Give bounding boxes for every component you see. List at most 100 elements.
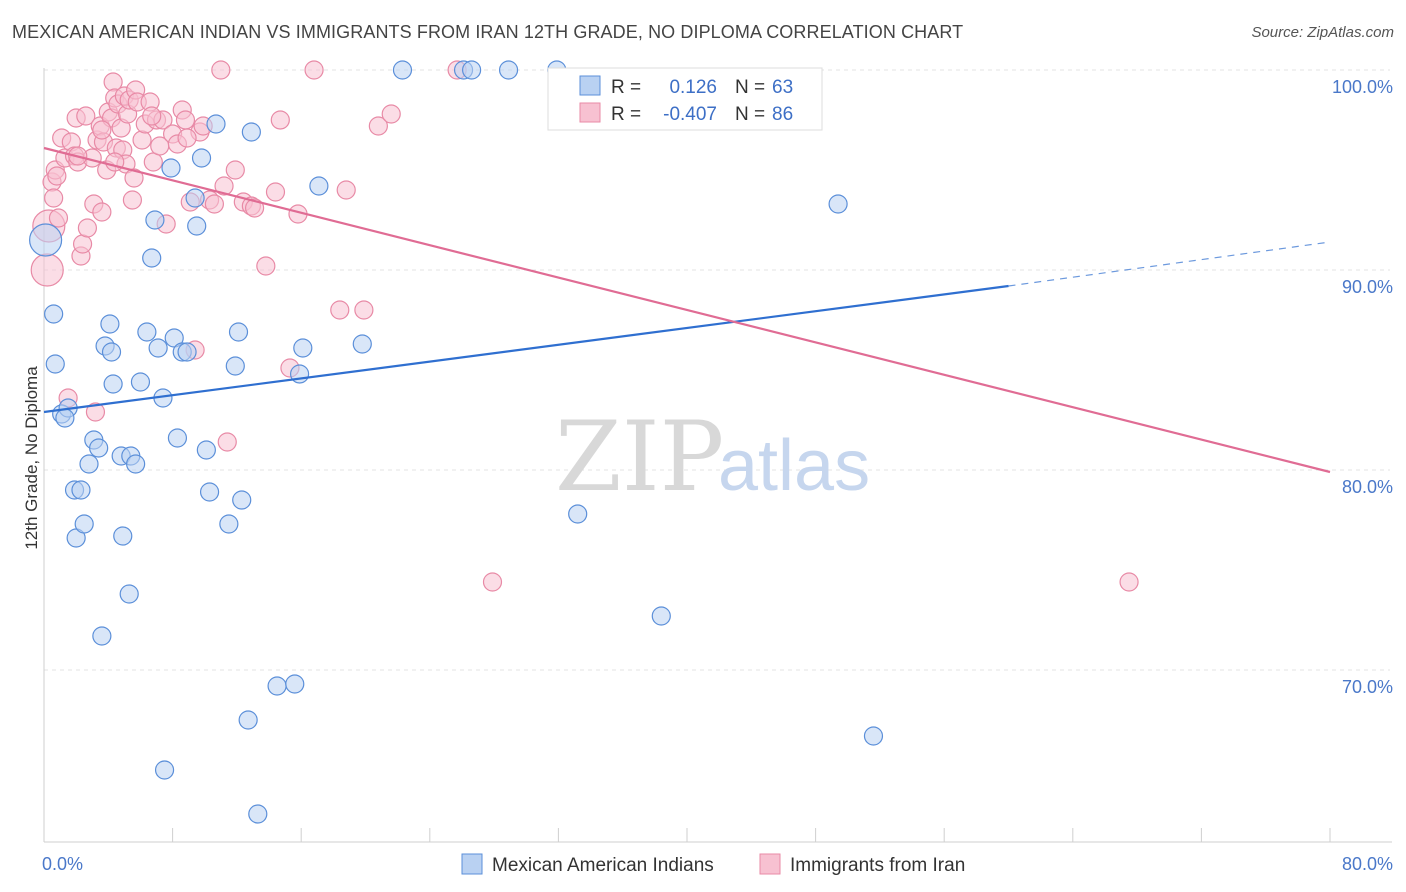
mai-point-38 (196, 440, 216, 460)
stats-n-label-pink: N = (735, 104, 765, 125)
mai-point-30 (161, 158, 181, 178)
y-tick-label-2: 90.0% (1342, 277, 1393, 297)
stats-r-label-blue: R = (611, 77, 641, 98)
iran-point-16 (76, 106, 96, 126)
mai-point-22 (126, 454, 146, 474)
iran-point-84 (177, 128, 197, 148)
iran-point-72 (304, 60, 324, 80)
iran-point-73 (330, 300, 350, 320)
mai-point-18 (113, 526, 133, 546)
stats-r-value-blue: 0.126 (669, 77, 717, 98)
mai-point-9 (74, 514, 94, 534)
y-axis-label: 12th Grade, No Diploma (22, 366, 41, 550)
mai-point-61 (828, 194, 848, 214)
iran-point-66 (244, 198, 265, 218)
iran-point-20 (85, 402, 106, 422)
iran-point-82 (92, 120, 112, 140)
y-tick-label-1: 80.0% (1342, 477, 1393, 497)
legend-swatch-blue (461, 853, 483, 875)
mai-point-42 (225, 356, 245, 376)
iran-point-67 (256, 256, 276, 276)
trend-line-blue (43, 284, 1009, 414)
mai-point-49 (285, 674, 305, 694)
series-mexican-american-indians (29, 60, 884, 824)
mai-point-32 (167, 428, 188, 448)
iran-point-3 (44, 188, 64, 208)
watermark-atlas: atlas (718, 426, 870, 506)
mai-point-56 (461, 60, 482, 80)
mai-point-46 (241, 122, 261, 142)
mai-point-39 (199, 482, 220, 502)
mai-point-7 (71, 480, 91, 500)
mai-point-10 (79, 454, 99, 474)
y-tick-label-0: 70.0% (1342, 677, 1393, 697)
mai-point-12 (89, 438, 109, 458)
mai-point-25 (142, 248, 162, 268)
watermark-zip: ZIP (555, 401, 724, 513)
iran-point-53 (175, 110, 196, 130)
stats-n-label-blue: N = (735, 77, 765, 98)
iran-point-74 (336, 180, 356, 200)
stats-legend-box: R = 0.126 N = 63 R = -0.407 N = 86 (547, 67, 823, 131)
trend-line-blue-extension (1008, 241, 1331, 287)
iran-point-69 (270, 110, 290, 130)
mai-point-53 (352, 334, 372, 354)
iran-point-59 (204, 194, 224, 214)
iran-point-6 (48, 208, 69, 228)
stats-swatch-pink (579, 102, 601, 123)
iran-point-17 (77, 218, 98, 238)
mai-point-54 (392, 60, 413, 80)
mai-point-43 (228, 322, 249, 342)
iran-point-23 (92, 202, 112, 222)
mai-point-0 (29, 223, 63, 257)
axes (43, 68, 1392, 843)
iran-point-61 (214, 176, 234, 196)
stats-r-label-pink: R = (611, 104, 641, 125)
iran-point-39 (124, 168, 144, 188)
mai-point-17 (103, 374, 123, 394)
trend-lines (43, 146, 1331, 474)
iran-point-79 (482, 572, 503, 592)
y-tick-label-3: 100.0% (1332, 77, 1393, 97)
iran-point-75 (354, 300, 374, 320)
iran-point-77 (381, 104, 401, 124)
source-label: Source: ZipAtlas.com (1251, 24, 1394, 41)
watermark: ZIP atlas (555, 401, 870, 513)
mai-point-36 (187, 216, 207, 236)
legend: Mexican American Indians Immigrants from… (461, 853, 965, 876)
mai-point-51 (293, 338, 313, 358)
legend-swatch-pink (759, 853, 781, 875)
mai-point-2 (45, 354, 65, 374)
mai-point-62 (863, 726, 884, 746)
iran-point-80 (1119, 572, 1139, 592)
mai-point-57 (498, 60, 519, 80)
iran-point-60 (211, 60, 231, 80)
x-tick-label-0: 0.0% (42, 854, 83, 874)
iran-point-83 (142, 106, 162, 126)
stats-swatch-blue (579, 75, 601, 96)
iran-point-42 (132, 130, 152, 150)
legend-label-blue: Mexican American Indians (492, 855, 714, 876)
mai-point-40 (206, 114, 226, 134)
mai-point-29 (154, 760, 175, 780)
mai-point-60 (651, 606, 671, 626)
mai-point-37 (191, 148, 212, 168)
stats-r-value-pink: -0.407 (663, 104, 717, 125)
iran-point-76 (368, 116, 388, 136)
mai-point-59 (568, 504, 588, 524)
stats-n-value-blue: 63 (772, 77, 793, 98)
tick-labels: 70.0% 80.0% 90.0% 100.0% 0.0% 80.0% (42, 77, 1393, 874)
iran-point-68 (265, 182, 286, 202)
mai-point-27 (148, 338, 168, 358)
mai-point-45 (238, 710, 258, 730)
iran-point-0 (30, 253, 64, 287)
iran-point-38 (122, 190, 143, 210)
mai-point-23 (130, 372, 151, 392)
mai-point-34 (177, 342, 197, 362)
stats-n-value-pink: 86 (772, 104, 793, 125)
iran-point-5 (47, 166, 67, 186)
mai-point-44 (232, 490, 252, 510)
x-tick-label-1: 80.0% (1342, 854, 1393, 874)
mai-point-16 (100, 314, 120, 334)
